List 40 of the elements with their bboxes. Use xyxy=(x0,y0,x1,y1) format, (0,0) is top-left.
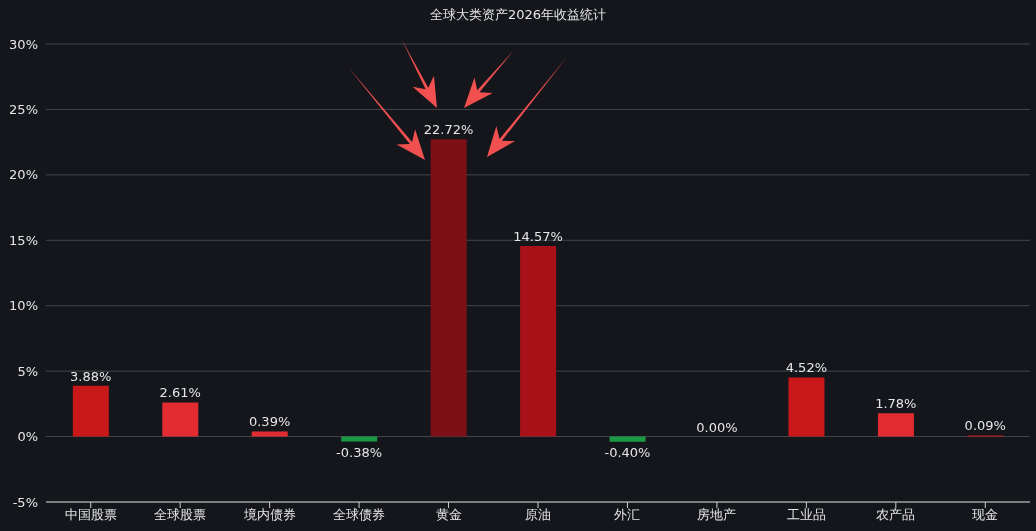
data-label: 4.52% xyxy=(785,360,828,376)
y-tick-label: 25% xyxy=(9,102,38,118)
x-tick-label: 中国股票 xyxy=(64,507,117,523)
y-tick-label: -5% xyxy=(12,494,38,510)
data-label: 3.88% xyxy=(70,368,112,384)
bar xyxy=(788,377,825,437)
bar xyxy=(72,385,109,437)
bar xyxy=(341,436,378,442)
data-label: 0.09% xyxy=(964,418,1006,434)
y-tick-label: 20% xyxy=(9,167,38,183)
y-tick-label: 0% xyxy=(17,429,38,445)
x-tick-label: 全球债券 xyxy=(333,507,386,523)
data-label: -0.38% xyxy=(336,444,383,460)
x-tick-label: 房地产 xyxy=(697,507,737,523)
y-tick-label: 10% xyxy=(9,298,38,314)
bar xyxy=(877,413,914,437)
x-tick-label: 农产品 xyxy=(876,507,916,523)
data-label: 0.39% xyxy=(248,414,291,430)
y-tick-label: 5% xyxy=(17,363,38,379)
data-label: 14.57% xyxy=(513,228,563,244)
data-label: 1.78% xyxy=(875,396,917,412)
x-tick-label: 境内债券 xyxy=(242,507,296,523)
bar xyxy=(162,402,199,437)
x-tick-label: 原油 xyxy=(525,507,551,523)
x-tick-label: 现金 xyxy=(972,507,999,523)
data-label: 2.61% xyxy=(159,385,201,401)
y-tick-label: 30% xyxy=(9,36,38,52)
bar xyxy=(430,139,467,437)
data-label: 22.72% xyxy=(423,122,474,138)
bar xyxy=(520,245,557,437)
data-label: 0.00% xyxy=(696,419,738,435)
x-tick-label: 工业品 xyxy=(786,507,826,523)
bar xyxy=(251,431,288,437)
x-tick-label: 外汇 xyxy=(614,507,641,523)
bar xyxy=(609,436,646,442)
data-label: -0.40% xyxy=(604,444,651,460)
x-tick-label: 黄金 xyxy=(435,507,462,523)
x-tick-label: 全球股票 xyxy=(154,507,207,523)
y-tick-label: 15% xyxy=(9,232,38,248)
chart-title: 全球大类资产2026年收益统计 xyxy=(428,6,608,24)
